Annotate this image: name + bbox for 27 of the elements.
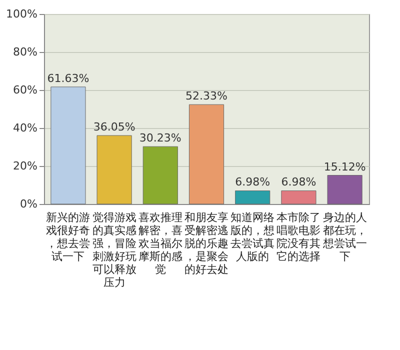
bar: [50, 86, 86, 204]
x-tick-label: 知道网络版的，想去尝试真人版的: [230, 211, 275, 263]
data-label: 30.23%: [139, 132, 182, 145]
bar: [142, 146, 178, 204]
data-label: 6.98%: [281, 176, 316, 189]
data-label: 15.12%: [324, 160, 366, 174]
data-label: 52.33%: [186, 90, 228, 103]
y-tick-label: 80%: [13, 46, 38, 58]
y-tick-label: 60%: [13, 84, 38, 96]
data-label: 36.05%: [93, 120, 136, 134]
x-tick-label: 身边的人都在玩，想尝试一下: [322, 211, 367, 263]
y-tick-label: 0%: [20, 198, 38, 210]
bar: [96, 135, 132, 204]
bar: [235, 190, 270, 204]
x-tick-label: 喜欢推理解密，喜欢当福尔摩斯的感觉: [138, 211, 182, 276]
bar: [327, 175, 362, 204]
x-tick-label: 觉得游戏的真实感强，冒险刺激好玩可以释放压力: [92, 211, 136, 289]
y-tick-label: 100%: [6, 8, 38, 20]
y-tick-label: 40%: [13, 122, 38, 134]
x-tick-label: 和朋友享受解密逃脱的乐趣，是聚会的好去处: [184, 211, 228, 276]
data-label: 61.63%: [47, 72, 90, 85]
y-tick-label: 20%: [13, 160, 38, 172]
data-label: 6.98%: [235, 176, 270, 189]
x-tick-label: 新兴的游戏很好奇，想去尝试一下: [46, 211, 90, 263]
bar: [281, 190, 316, 204]
bar: [188, 104, 224, 204]
x-tick-label: 本市除了唱歌电影院没有其它的选择: [276, 211, 321, 263]
